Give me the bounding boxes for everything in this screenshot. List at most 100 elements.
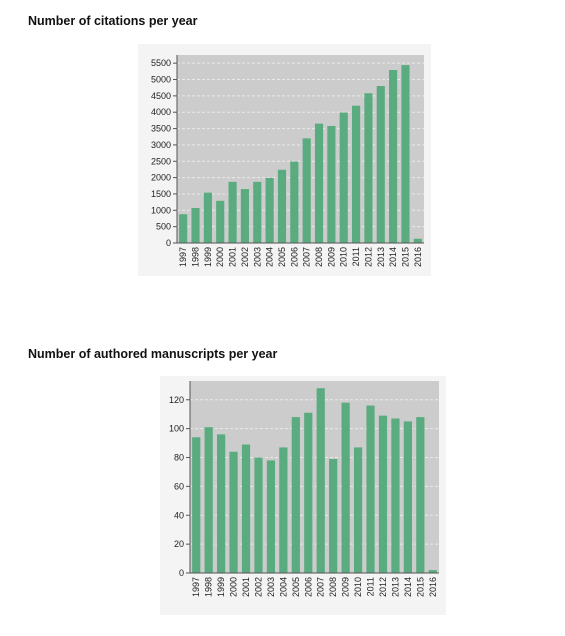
bar-2001 [228,181,237,243]
bar-2007 [302,138,311,243]
bar-2004 [265,177,274,243]
bar-2009 [341,402,350,573]
bar-2015 [401,65,410,243]
bar-2008 [314,123,324,243]
x-tick-label: 1999 [203,247,213,267]
x-tick-label: 2011 [351,247,361,266]
x-tick-label: 1997 [178,247,188,267]
y-tick-label: 1000 [151,205,171,215]
x-tick-label: 2014 [388,247,398,267]
x-tick-label: 2001 [241,577,251,597]
citations-bar-chart: 0 500 1000 1500 2000 2500 3000 3500 4000 4500 5000… [151,55,424,267]
x-tick-label: 2012 [363,247,373,267]
x-tick-label: 2016 [413,247,423,267]
bar-2002 [254,457,263,573]
bar-2014 [389,70,398,243]
bar-2016 [428,570,437,573]
x-tick-label: 2007 [316,577,326,597]
chart-title-manuscripts: Number of authored manuscripts per year [28,347,278,361]
x-tick-label: 2000 [215,247,225,267]
x-tick-label: 2009 [341,577,351,597]
y-tick-label: 60 [174,481,184,491]
x-tick-label: 2001 [228,247,238,267]
manuscripts-chart-panel: 0 20 40 60 80 100 120 1997 1998 1999 2000 2001 2002 2… [160,376,446,615]
bar-2013 [391,418,400,573]
bar-2004 [279,447,288,573]
x-tick-label: 2004 [278,577,288,597]
x-tick-label: 2010 [339,247,349,267]
x-tick-label: 2013 [376,247,386,267]
x-tick-label: 2005 [291,577,301,597]
y-tick-label: 4000 [151,107,171,117]
bar-2013 [376,86,385,243]
y-tick-label: 80 [174,453,184,463]
x-tick-label: 2006 [303,577,313,597]
x-tick-label: 2014 [403,577,413,597]
x-tick-label: 2013 [390,577,400,597]
bar-2005 [291,417,300,573]
bar-2015 [416,417,425,573]
x-tick-label: 2003 [252,247,262,267]
bar-1999 [217,434,226,573]
bar-2002 [240,189,250,243]
bar-2014 [403,421,412,573]
bar-2011 [351,105,361,244]
y-tick-label: 3000 [151,140,171,150]
y-tick-label: 5000 [151,75,171,85]
x-tick-label: 2016 [428,577,438,597]
y-tick-label: 0 [179,568,184,578]
bar-2006 [304,412,313,573]
x-tick-label: 2007 [302,247,312,267]
bar-2009 [327,125,336,243]
x-tick-label: 2002 [240,247,250,267]
bar-2006 [290,161,299,243]
bar-2000 [216,200,225,243]
y-tick-label: 1500 [151,189,171,199]
bar-1997 [192,437,201,573]
y-tick-label: 100 [169,424,184,434]
bar-2003 [253,181,262,243]
bar-1999 [203,192,212,243]
y-tick-label: 3500 [151,124,171,134]
x-tick-label: 2003 [266,577,276,597]
x-tick-label: 2010 [353,577,363,597]
y-tick-label: 40 [174,510,184,520]
x-tick-label: 1999 [216,577,226,597]
bar-2003 [266,460,276,573]
bar-1998 [204,427,213,573]
x-tick-label: 2015 [415,577,425,597]
y-tick-label: 4500 [151,91,171,101]
x-tick-label: 1998 [204,577,214,597]
x-tick-label: 2008 [328,577,338,597]
citations-chart-panel: 0 500 1000 1500 2000 2500 3000 3500 4000 4500 5000… [138,44,431,276]
y-tick-label: 0 [166,238,171,248]
bar-2005 [277,169,287,243]
x-tick-label: 2011 [366,577,376,596]
x-tick-label: 2012 [378,577,388,597]
bar-2011 [366,405,375,573]
bar-2010 [353,447,363,573]
x-tick-label: 1997 [191,577,201,597]
bar-1998 [191,208,200,243]
x-tick-label: 2009 [326,247,336,267]
y-tick-label: 20 [174,539,184,549]
x-tick-label: 2008 [314,247,324,267]
x-tick-label: 2000 [229,577,239,597]
bar-2008 [329,458,338,573]
x-tick-label: 2005 [277,247,287,267]
y-tick-label: 2500 [151,156,171,166]
bar-1997 [179,214,188,243]
y-tick-label: 120 [169,395,184,405]
bar-2001 [241,444,251,573]
x-tick-label: 1998 [191,247,201,267]
y-tick-label: 2000 [151,173,171,183]
x-tick-label: 2004 [265,247,275,267]
x-tick-label: 2015 [400,247,410,267]
bar-2000 [229,451,238,573]
x-tick-label: 2002 [253,577,263,597]
bar-2012 [378,415,388,573]
bar-2010 [339,112,348,244]
bar-2016 [413,238,422,243]
y-tick-label: 500 [156,222,171,232]
